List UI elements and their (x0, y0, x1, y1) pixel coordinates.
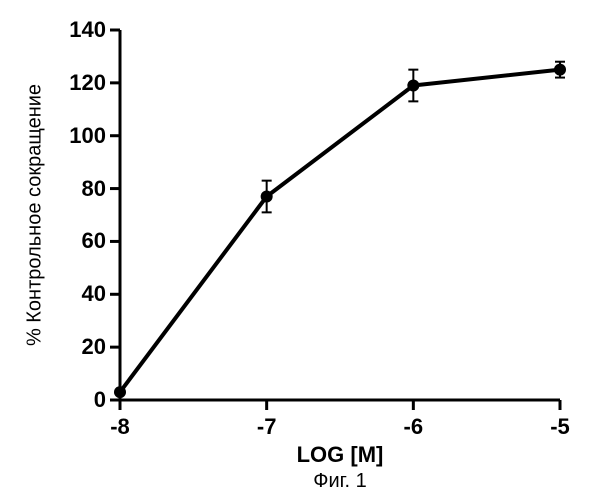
x-tick-label: -5 (530, 414, 590, 440)
x-tick-label: -7 (237, 414, 297, 440)
x-tick-label: -6 (383, 414, 443, 440)
y-tick-label: 20 (82, 334, 106, 360)
y-tick-label: 40 (82, 281, 106, 307)
x-tick-label: -8 (90, 414, 150, 440)
x-axis-label: LOG [M] (280, 442, 400, 468)
y-tick-label: 100 (69, 123, 106, 149)
y-tick-label: 60 (82, 228, 106, 254)
y-tick-label: 120 (69, 70, 106, 96)
y-tick-label: 0 (94, 387, 106, 413)
y-axis-label: % Контрольное сокращение (24, 84, 47, 346)
chart-container: % Контрольное сокращение LOG [M] Фиг. 1 … (0, 0, 594, 500)
y-tick-label: 80 (82, 176, 106, 202)
y-tick-label: 140 (69, 17, 106, 43)
figure-caption: Фиг. 1 (290, 470, 390, 493)
